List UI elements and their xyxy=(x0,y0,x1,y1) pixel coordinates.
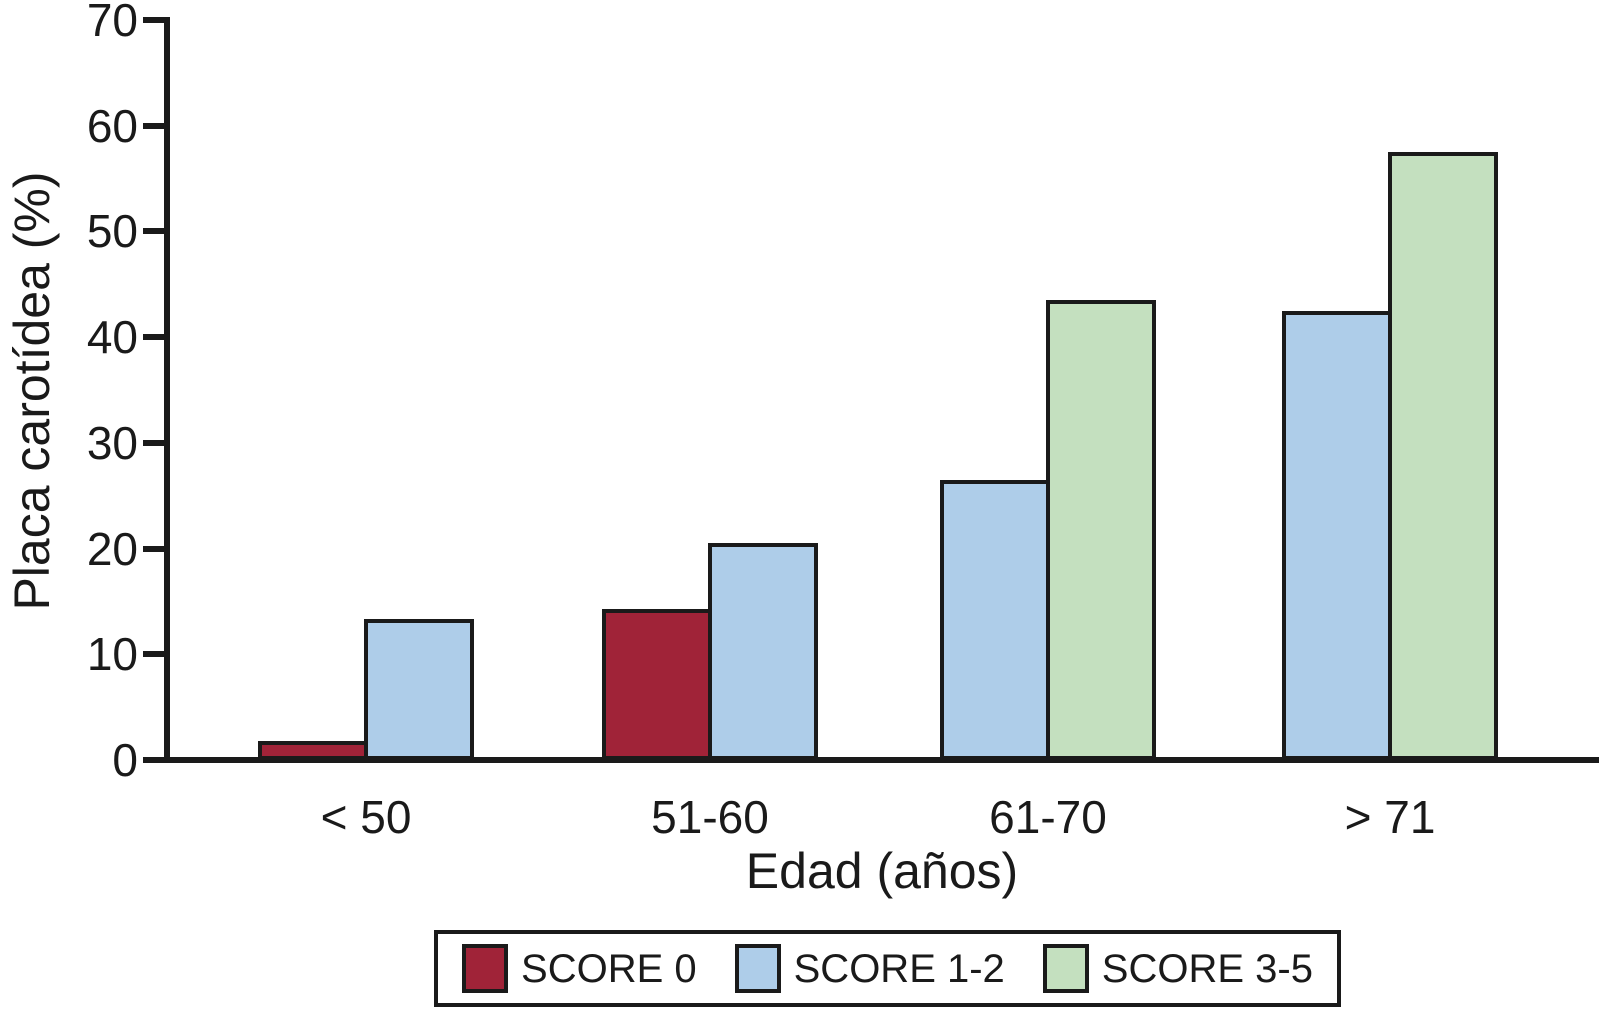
legend-item-score-3-5: SCORE 3-5 xyxy=(1042,944,1313,993)
legend-swatch-score-0 xyxy=(462,944,509,993)
x-tick-label-51-60: 51-60 xyxy=(651,791,769,843)
legend-item-score-0: SCORE 0 xyxy=(462,944,697,993)
y-tick-mark-40 xyxy=(143,334,165,341)
bar-score-3-5-61-70 xyxy=(1046,300,1156,760)
y-tick-mark-20 xyxy=(143,545,165,552)
bar-score-3-5-gt-71 xyxy=(1388,152,1498,760)
x-tick-label-gt-71: > 71 xyxy=(1344,791,1436,843)
y-tick-mark-50 xyxy=(143,228,165,235)
legend-label-score-3-5: SCORE 3-5 xyxy=(1101,946,1313,991)
y-tick-label-60: 60 xyxy=(86,99,138,152)
bar-score-1-2-51-60 xyxy=(708,543,818,760)
y-tick-mark-60 xyxy=(143,122,165,129)
bar-score-1-2-61-70 xyxy=(940,480,1050,760)
legend-swatch-score-1-2 xyxy=(734,944,781,993)
x-axis-line xyxy=(164,757,1599,763)
x-tick-label-61-70: 61-70 xyxy=(989,791,1107,843)
y-tick-label-70: 70 xyxy=(86,0,138,46)
y-tick-mark-30 xyxy=(143,439,165,446)
legend-label-score-1-2: SCORE 1-2 xyxy=(793,946,1005,991)
legend-label-score-0: SCORE 0 xyxy=(521,946,697,991)
y-tick-label-50: 50 xyxy=(86,205,138,258)
y-tick-label-20: 20 xyxy=(86,522,138,575)
bar-score-0-51-60 xyxy=(602,609,712,760)
y-tick-mark-0 xyxy=(143,757,165,763)
y-tick-mark-70 xyxy=(143,17,165,23)
legend-swatch-score-3-5 xyxy=(1042,944,1089,993)
y-tick-label-0: 0 xyxy=(112,734,138,786)
legend: SCORE 0 SCORE 1-2 SCORE 3-5 xyxy=(434,930,1341,1007)
bar-score-1-2-gt-71 xyxy=(1282,311,1392,760)
y-tick-label-30: 30 xyxy=(86,416,138,469)
x-tick-label-lt-50: < 50 xyxy=(320,791,412,843)
y-axis-line xyxy=(164,17,170,763)
y-tick-label-40: 40 xyxy=(86,311,138,364)
bar-score-1-2-lt-50 xyxy=(364,619,474,760)
y-tick-label-10: 10 xyxy=(86,628,138,681)
x-axis-title: Edad (años) xyxy=(745,843,1019,899)
legend-item-score-1-2: SCORE 1-2 xyxy=(734,944,1005,993)
y-tick-mark-10 xyxy=(143,651,165,658)
